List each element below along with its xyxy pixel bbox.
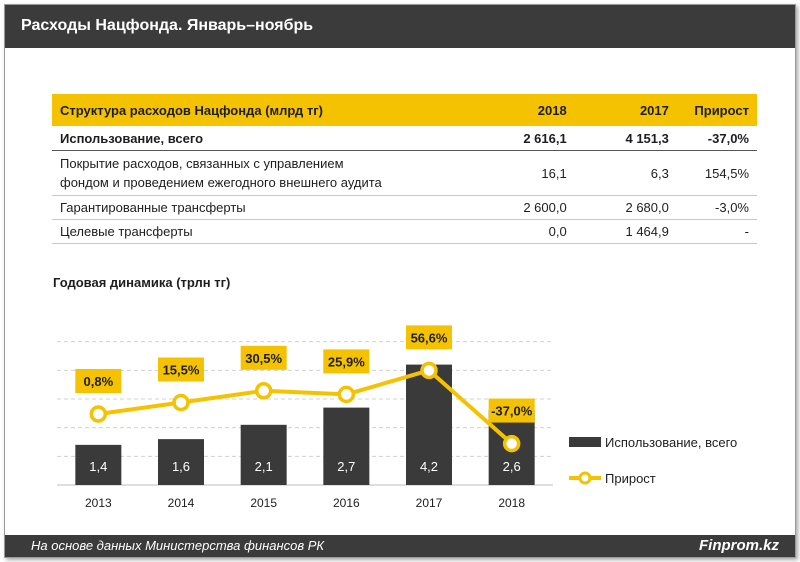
row-label: Целевые трансферты <box>52 219 477 244</box>
growth-value-label: 15,5% <box>163 363 200 378</box>
table-row-guaranteed: Гарантированные трансферты 2 600,0 2 680… <box>52 195 757 220</box>
row-value-2017: 1 464,9 <box>574 219 677 244</box>
growth-point <box>172 393 190 412</box>
row-value-2017: 6,3 <box>574 150 677 196</box>
footer-bar: На основе данных Министерства финансов Р… <box>5 535 795 557</box>
table-header-row: Структура расходов Нацфонда (млрд тг) 20… <box>52 94 757 126</box>
row-label: Гарантированные трансферты <box>52 195 477 220</box>
growth-point <box>337 385 356 404</box>
row-label: Покрытие расходов, связанных с управлени… <box>52 150 477 196</box>
row-growth: -37,0% <box>676 126 757 151</box>
bar-value-label: 1,6 <box>172 459 190 474</box>
growth-label-box <box>240 345 287 370</box>
legend-bar-label: Использование, всего <box>605 435 737 450</box>
row-label: Использование, всего <box>52 126 477 151</box>
growth-point <box>502 434 521 453</box>
growth-value-label: 0,8% <box>84 374 114 389</box>
legend-line-label: Прирост <box>605 471 656 486</box>
x-tick-label: 2016 <box>333 496 360 510</box>
growth-label-box <box>158 357 204 382</box>
row-label-line1: Покрытие расходов, связанных с управлени… <box>60 156 344 171</box>
dynamics-chart: 1,4 2013 1,6 2014 2,1 2015 2,7 2016 4,2 2017 2,6 20… <box>57 325 737 510</box>
legend-bar-swatch <box>569 437 601 447</box>
growth-label-box <box>323 349 370 374</box>
row-label-line2: фондом и проведением ежегодного внешнего… <box>60 175 382 190</box>
row-value-2017: 4 151,3 <box>574 126 677 151</box>
growth-label-box <box>488 398 535 423</box>
x-tick-label: 2014 <box>168 496 195 510</box>
growth-label-box <box>75 369 122 394</box>
bar <box>158 439 204 485</box>
table-header-2018: 2018 <box>476 94 575 126</box>
table-row-total: Использование, всего 2 616,1 4 151,3 -37… <box>52 126 757 151</box>
row-growth: -3,0% <box>676 195 757 220</box>
table-header-2017: 2017 <box>574 94 677 126</box>
infographic-frame: Расходы Нацфонда. Январь–ноябрь Структур… <box>4 4 796 558</box>
growth-point <box>254 382 273 400</box>
row-growth: - <box>676 219 757 244</box>
x-tick-label: 2013 <box>85 496 112 510</box>
growth-point <box>89 405 108 423</box>
page-title: Расходы Нацфонда. Январь–ноябрь <box>21 17 314 34</box>
row-value-2018: 2 616,1 <box>476 126 575 151</box>
bar <box>240 424 287 485</box>
header-bar: Расходы Нацфонда. Январь–ноябрь <box>5 5 795 48</box>
x-tick-label: 2017 <box>416 496 443 510</box>
expenses-table: Структура расходов Нацфонда (млрд тг) 20… <box>52 94 757 244</box>
bar-value-label: 1,4 <box>89 459 107 474</box>
bar-value-label: 4,2 <box>420 459 438 474</box>
source-note: На основе данных Министерства финансов Р… <box>31 538 325 553</box>
row-value-2017: 2 680,0 <box>574 195 677 220</box>
x-tick-label: 2018 <box>498 496 525 510</box>
growth-value-label: 56,6% <box>411 330 448 345</box>
growth-label-box <box>406 325 452 350</box>
row-value-2018: 2 600,0 <box>476 195 575 220</box>
growth-line <box>98 368 513 446</box>
chart-title: Годовая динамика (трлн тг) <box>53 275 231 290</box>
legend-line-marker <box>578 471 592 485</box>
growth-value-label: 30,5% <box>245 351 282 366</box>
bar-value-label: 2,1 <box>255 459 273 474</box>
growth-value-label: 25,9% <box>328 354 365 369</box>
x-tick-label: 2015 <box>250 496 277 510</box>
row-value-2018: 16,1 <box>476 150 575 196</box>
table-header-structure: Структура расходов Нацфонда (млрд тг) <box>52 94 477 126</box>
row-growth: 154,5% <box>676 150 757 196</box>
bar <box>75 444 122 485</box>
table-header-growth: Прирост <box>676 94 757 126</box>
bar-value-label: 2,6 <box>503 459 521 474</box>
table-row-targeted: Целевые трансферты 0,0 1 464,9 - <box>52 219 757 244</box>
table-row-management: Покрытие расходов, связанных с управлени… <box>52 150 757 196</box>
brand-logo: Finprom.kz <box>698 537 779 554</box>
bar <box>323 407 370 485</box>
bar-value-label: 2,7 <box>337 459 355 474</box>
row-value-2018: 0,0 <box>476 219 575 244</box>
growth-value-label: -37,0% <box>491 404 533 419</box>
growth-point <box>420 361 438 380</box>
